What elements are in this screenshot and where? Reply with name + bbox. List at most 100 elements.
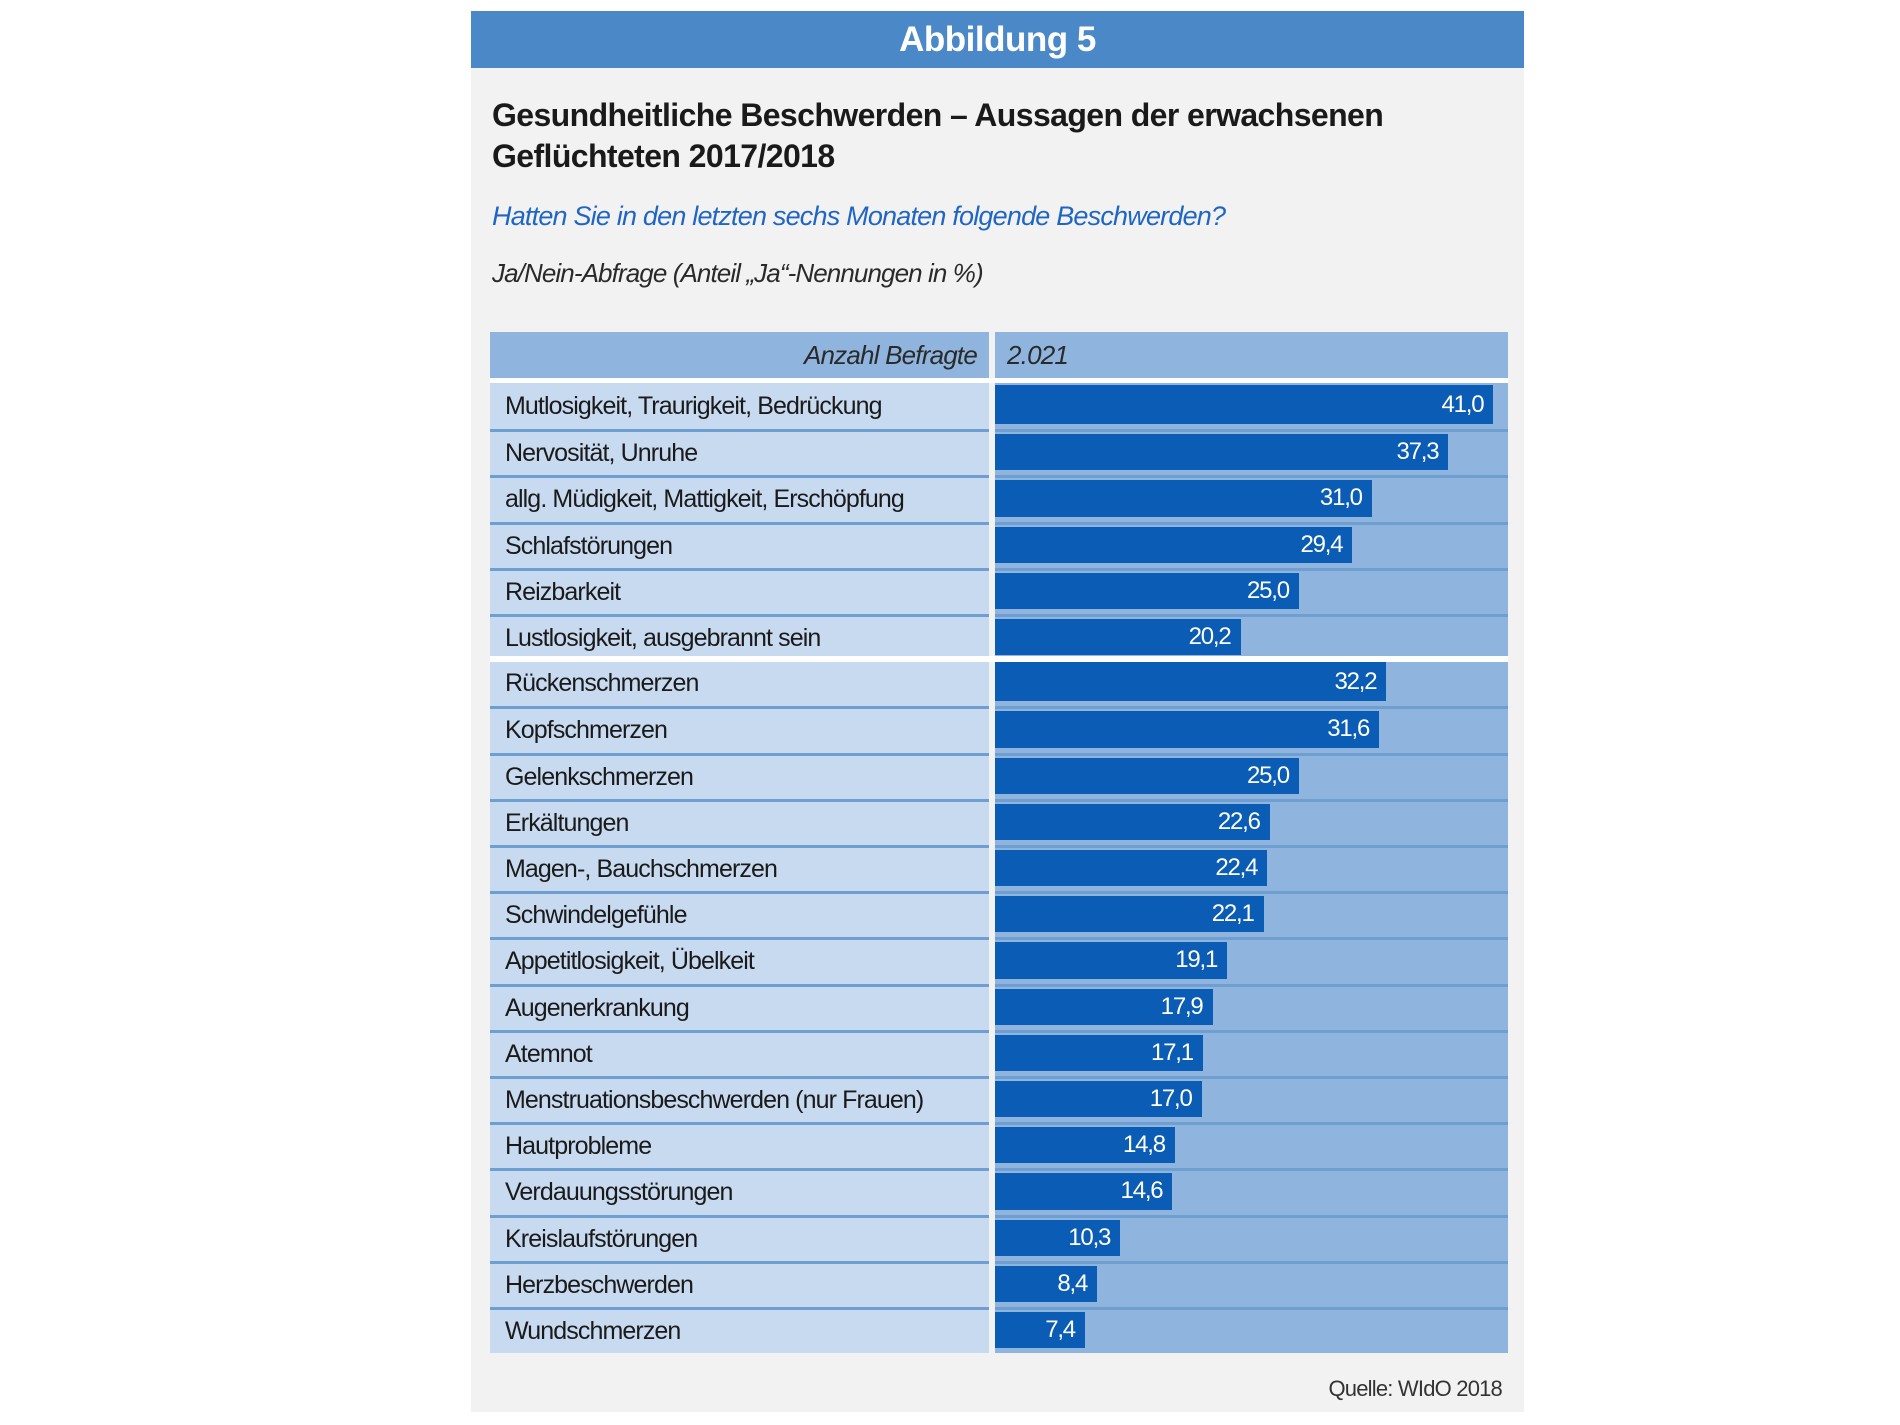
category-label: Appetitlosigkeit, Übelkeit xyxy=(490,937,989,984)
bar-value-label: 22,1 xyxy=(1211,900,1255,928)
category-label: Gelenkschmerzen xyxy=(490,752,989,799)
bar-value-label: 32,2 xyxy=(1334,667,1378,695)
category-label: Verdauungsstörungen xyxy=(490,1168,989,1215)
bar-row: Hautprobleme 14,8 xyxy=(490,1122,1508,1169)
bar: 37,3 xyxy=(995,434,1449,471)
bar-track: 19,1 xyxy=(995,937,1508,984)
bar-value-label: 31,0 xyxy=(1319,484,1363,512)
bar-row: Herzbeschwerden 8,4 xyxy=(490,1260,1508,1307)
category-label: Augenerkrankung xyxy=(490,983,989,1030)
bar: 17,9 xyxy=(995,988,1213,1025)
bar-track: 31,6 xyxy=(995,706,1508,753)
chart-title-line-2: Geflüchteten 2017/2018 xyxy=(492,138,835,174)
bar-row: Menstruationsbeschwerden (nur Frauen) 17,… xyxy=(490,1076,1508,1123)
bar-value-label: 31,6 xyxy=(1327,715,1370,743)
bar: 29,4 xyxy=(995,526,1353,563)
bar: 8,4 xyxy=(995,1265,1098,1302)
bar: 17,1 xyxy=(995,1034,1203,1071)
bar-track: 25,0 xyxy=(995,567,1508,614)
category-label: Magen-, Bauchschmerzen xyxy=(490,845,989,892)
bar: 17,0 xyxy=(995,1081,1202,1118)
bar: 31,6 xyxy=(995,711,1380,748)
bar-value-label: 7,4 xyxy=(1045,1316,1076,1344)
bar: 19,1 xyxy=(995,942,1228,979)
bar-row: allg. Müdigkeit, Mattigkeit, Erschöpfung… xyxy=(490,475,1508,522)
bar-track: 31,0 xyxy=(995,475,1508,522)
category-label: Nervosität, Unruhe xyxy=(490,429,989,476)
bar-track: 41,0 xyxy=(995,383,1508,430)
bar: 25,0 xyxy=(995,757,1299,794)
bar-row: Kopfschmerzen 31,6 xyxy=(490,706,1508,753)
bar-track: 32,2 xyxy=(995,660,1508,707)
bar-row: Reizbarkeit 25,0 xyxy=(490,567,1508,614)
bar-value-label: 17,1 xyxy=(1150,1038,1194,1066)
bar-row: Mutlosigkeit, Traurigkeit, Bedrückung 41,… xyxy=(490,383,1508,430)
bar-value-label: 10,3 xyxy=(1068,1223,1111,1251)
bar-row: Magen-, Bauchschmerzen 22,4 xyxy=(490,845,1508,892)
bar-track: 14,6 xyxy=(995,1168,1508,1215)
chart-title: Gesundheitliche Beschwerden – Aussagen d… xyxy=(492,95,1492,177)
bar-track: 29,4 xyxy=(995,521,1508,568)
measure-note: Ja/Nein-Abfrage (Anteil „Ja“-Nennungen i… xyxy=(492,258,984,288)
category-label: Reizbarkeit xyxy=(490,567,989,614)
bar-value-label: 29,4 xyxy=(1300,530,1343,558)
bar: 25,0 xyxy=(995,572,1299,609)
bar-track: 7,4 xyxy=(995,1307,1508,1354)
respondents-label: Anzahl Befragte xyxy=(490,332,989,378)
bar-track: 17,9 xyxy=(995,983,1508,1030)
bar-value-label: 14,6 xyxy=(1120,1177,1164,1205)
category-label: Schlafstörungen xyxy=(490,521,989,568)
respondents-row: Anzahl Befragte 2.021 xyxy=(490,332,1508,378)
category-label: Schwindelgefühle xyxy=(490,891,989,938)
bar: 22,6 xyxy=(995,803,1270,840)
category-label: allg. Müdigkeit, Mattigkeit, Erschöpfung xyxy=(490,475,989,522)
bar-row: Kreislaufstörungen 10,3 xyxy=(490,1214,1508,1261)
bar-row: Schlafstörungen 29,4 xyxy=(490,521,1508,568)
bar-value-label: 25,0 xyxy=(1246,761,1290,789)
bar-value-label: 20,2 xyxy=(1188,623,1232,651)
bar: 14,8 xyxy=(995,1127,1175,1164)
bar-value-label: 25,0 xyxy=(1246,576,1290,604)
bar-row: Erkältungen 22,6 xyxy=(490,798,1508,845)
bar-value-label: 14,8 xyxy=(1122,1131,1166,1159)
bar: 22,4 xyxy=(995,850,1268,887)
bar: 14,6 xyxy=(995,1173,1173,1210)
category-label: Menstruationsbeschwerden (nur Frauen) xyxy=(490,1076,989,1123)
bar-row: Lustlosigkeit, ausgebrannt sein 20,2 xyxy=(490,614,1508,661)
bar-track: 22,4 xyxy=(995,845,1508,892)
bar-track: 25,0 xyxy=(995,752,1508,799)
bar-track: 10,3 xyxy=(995,1214,1508,1261)
respondents-value: 2.021 xyxy=(995,332,1508,378)
figure-header: Abbildung 5 xyxy=(471,11,1524,68)
figure-panel: Abbildung 5 Gesundheitliche Beschwerden … xyxy=(471,11,1524,1412)
category-label: Erkältungen xyxy=(490,798,989,845)
bar-row: Verdauungsstörungen 14,6 xyxy=(490,1168,1508,1215)
bar-value-label: 41,0 xyxy=(1441,390,1484,418)
bar-track: 17,0 xyxy=(995,1076,1508,1123)
bar-value-label: 17,0 xyxy=(1149,1085,1193,1113)
bar-track: 14,8 xyxy=(995,1122,1508,1169)
bar-track: 8,4 xyxy=(995,1260,1508,1307)
header-separator xyxy=(490,378,1508,383)
category-label: Kopfschmerzen xyxy=(490,706,989,753)
category-label: Herzbeschwerden xyxy=(490,1260,989,1307)
bar-row: Schwindelgefühle 22,1 xyxy=(490,891,1508,938)
category-label: Mutlosigkeit, Traurigkeit, Bedrückung xyxy=(490,383,989,430)
category-label: Lustlosigkeit, ausgebrannt sein xyxy=(490,614,989,661)
bar: 10,3 xyxy=(995,1219,1121,1256)
source-note: Quelle: WIdO 2018 xyxy=(1328,1376,1503,1401)
bar-value-label: 17,9 xyxy=(1160,992,1204,1020)
bar: 31,0 xyxy=(995,480,1372,517)
bar-value-label: 22,4 xyxy=(1215,854,1258,882)
bar-row: Augenerkrankung 17,9 xyxy=(490,983,1508,1030)
bar: 22,1 xyxy=(995,896,1264,933)
bar-row: Rückenschmerzen 32,2 xyxy=(490,660,1508,707)
bar-track: 22,6 xyxy=(995,798,1508,845)
bar-value-label: 22,6 xyxy=(1217,807,1261,835)
bar-value-label: 19,1 xyxy=(1175,946,1218,974)
group-separator xyxy=(490,656,1508,663)
category-label: Rückenschmerzen xyxy=(490,660,989,707)
bar-track: 17,1 xyxy=(995,1029,1508,1076)
bar: 20,2 xyxy=(995,619,1241,656)
bar-track: 37,3 xyxy=(995,429,1508,476)
